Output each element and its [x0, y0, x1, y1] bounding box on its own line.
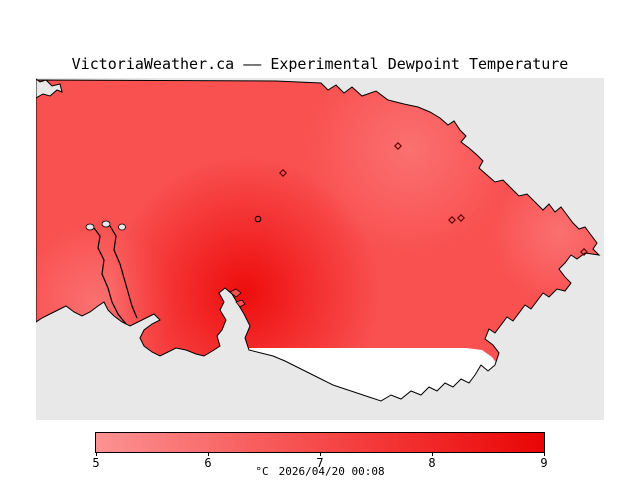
- station-marker: [580, 248, 588, 256]
- saanich-inlet-channel-1: [93, 227, 127, 325]
- map-plot-area: [36, 78, 604, 420]
- inlet-pocket: [85, 223, 95, 231]
- figure-title: VictoriaWeather.ca —— Experimental Dewpo…: [71, 55, 569, 73]
- harbour-islands: [229, 288, 246, 308]
- colorbar-tick: [207, 452, 209, 456]
- colorbar-gradient: [96, 433, 544, 452]
- footer-caption: °C 2026/04/20 00:08: [0, 465, 640, 478]
- colorbar-tick: [543, 452, 545, 456]
- corner-island-outline: [36, 78, 63, 99]
- colorbar-tick-label: 5: [92, 456, 100, 470]
- station-marker: [279, 169, 287, 177]
- station-marker: [394, 142, 402, 150]
- colorbar-tick: [95, 452, 97, 456]
- map-svg: [36, 78, 604, 420]
- station-marker: [448, 216, 456, 224]
- coastline-outline: [36, 79, 601, 402]
- saanich-inlet-channel-2: [109, 225, 138, 319]
- colorbar-tick-label: 8: [428, 456, 436, 470]
- inlet-pocket: [118, 223, 126, 231]
- timestamp: 2026/04/20 00:08: [278, 465, 385, 478]
- station-marker: [457, 214, 465, 222]
- colorbar-tick: [431, 452, 433, 456]
- colorbar-tick-label: 6: [204, 456, 212, 470]
- units-label: °C: [255, 465, 269, 478]
- colorbar: 5 6 7 8 9: [92, 432, 548, 470]
- inlet-pocket: [101, 220, 111, 228]
- station-markers: [279, 142, 588, 256]
- small-lake-outline: [254, 215, 262, 223]
- colorbar-tick: [319, 452, 321, 456]
- colorbar-tick-label: 9: [540, 456, 548, 470]
- colorbar-tick-label: 7: [316, 456, 324, 470]
